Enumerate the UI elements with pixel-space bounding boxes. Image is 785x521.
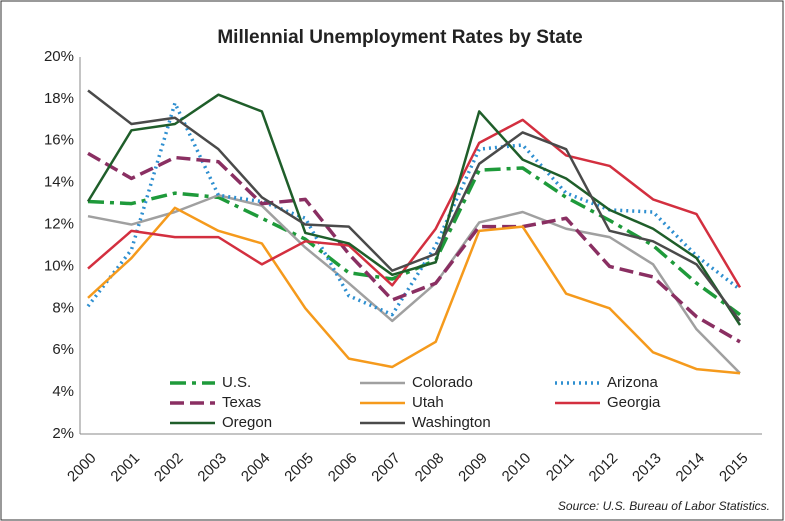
legend-label: Texas — [222, 394, 261, 411]
y-tick-label: 20% — [44, 48, 74, 65]
y-tick-label: 6% — [52, 341, 74, 358]
legend-label: Arizona — [607, 374, 659, 391]
series-line — [87, 151, 741, 344]
y-tick-label: 12% — [44, 216, 74, 233]
legend-label: Colorado — [412, 374, 473, 391]
series-line — [87, 193, 741, 375]
legend-label: Utah — [412, 394, 444, 411]
y-tick-label: 2% — [52, 425, 74, 442]
series-line — [86, 93, 742, 326]
series-line — [87, 118, 742, 289]
legend-label: U.S. — [222, 374, 251, 391]
series-line — [87, 166, 742, 317]
series-line — [87, 89, 741, 322]
chart-title: Millennial Unemployment Rates by State — [217, 27, 582, 48]
y-tick-label: 16% — [44, 132, 74, 149]
y-tick-label: 14% — [44, 174, 74, 191]
legend-label: Oregon — [222, 414, 272, 431]
y-tick-label: 18% — [44, 90, 74, 107]
y-tick-label: 8% — [52, 299, 74, 316]
legend-label: Washington — [412, 414, 491, 431]
y-tick-label: 4% — [52, 383, 74, 400]
source-note: Source: U.S. Bureau of Labor Statistics. — [558, 499, 770, 513]
series-line — [87, 206, 741, 375]
y-tick-label: 10% — [44, 257, 74, 274]
legend-label: Georgia — [607, 394, 661, 411]
